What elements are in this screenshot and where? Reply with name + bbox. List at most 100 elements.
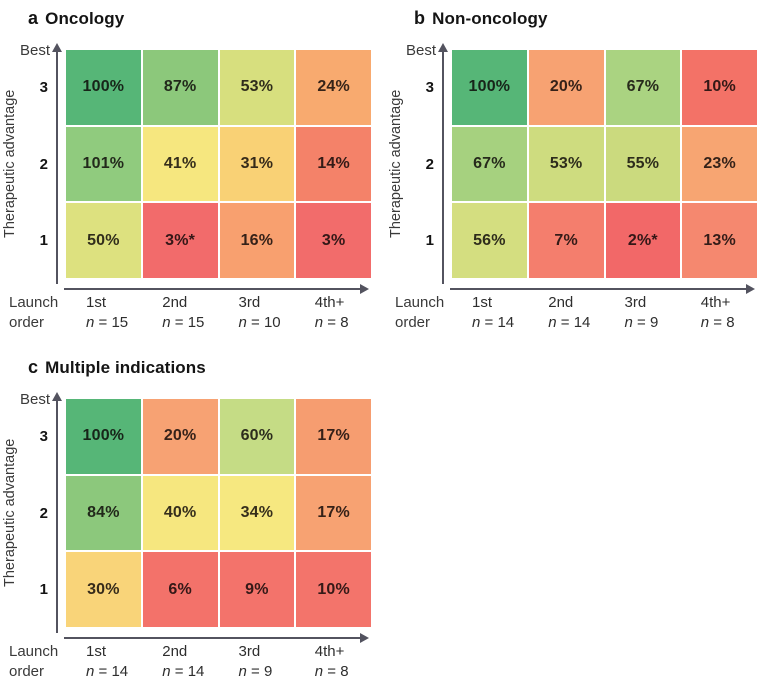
x-tick-n-var: n [238,663,247,680]
x-ticks: 1st n = 14 2nd n = 14 3rd n = 9 4th+ n =… [452,293,757,333]
x-axis-label-line1: Launch [9,643,59,660]
x-axis-label-line1: Launch [9,294,59,311]
panel-letter: a [28,8,39,28]
x-tick-n: n = 8 [701,313,757,333]
x-axis-label: Launch order [9,642,58,682]
x-tick-n-eq: = 10 [246,314,281,331]
heatmap-cell: 9% [219,552,295,627]
x-tick: 4th+ n = 8 [295,642,371,682]
y-axis-line [442,51,444,284]
x-tick-n: n = 8 [315,662,371,682]
x-tick-n-var: n [162,663,171,680]
heatmap-cell: 55% [605,126,681,202]
heatmap-cell: 3% [296,203,371,278]
x-tick-n: n = 15 [86,313,142,333]
x-tick-n: n = 9 [239,662,295,682]
heatmap-cell: 100% [66,399,141,474]
heatmap-cell: 17% [296,399,371,474]
y-axis-line [56,51,58,284]
x-tick: 3rd n = 9 [605,293,681,333]
x-tick-n-var: n [314,314,324,331]
heatmap-cell: 3%* [142,203,218,278]
y-axis-line [56,400,58,633]
heatmap-cell: 53% [219,50,295,125]
heatmap-cell: 30% [66,552,141,627]
heatmap-cell: 2%* [605,203,681,278]
x-tick-n: n = 14 [86,662,142,682]
x-tick: 2nd n = 15 [142,293,218,333]
x-tick-n-eq: = 14 [170,663,205,680]
heatmap-cell: 10% [682,50,757,125]
x-tick-n: n = 15 [162,313,218,333]
y-axis-arrowhead-icon [52,392,62,401]
heatmap-cell: 100% [452,50,527,125]
x-tick-rank: 4th+ [700,294,731,311]
panel-title-text: Multiple indications [45,358,206,377]
y-tick: 2 [425,155,434,173]
panel-title: b Non-oncology [414,8,548,29]
x-axis-line [64,288,360,290]
x-tick-n: n = 9 [625,313,681,333]
x-tick: 4th+ n = 8 [295,293,371,333]
x-tick-n-eq: = 15 [170,314,205,331]
x-tick: 1st n = 14 [452,293,528,333]
y-axis-label: Therapeutic advantage [2,438,18,588]
x-tick-n: n = 8 [315,313,371,333]
panel-letter: c [28,357,39,377]
heatmap-cell: 20% [528,50,604,125]
x-tick-n-var: n [472,314,481,331]
x-tick-rank: 1st [86,643,107,660]
heatmap-cell: 14% [296,126,371,202]
x-tick-rank: 3rd [624,294,647,311]
x-tick-n-eq: = 15 [94,314,129,331]
x-tick-n-eq: = 9 [632,314,659,331]
panel-multiple-indications: c Multiple indications Best Therapeutic a… [0,349,383,687]
y-tick: 1 [425,232,434,250]
x-axis-label: Launch order [395,293,444,333]
x-tick-rank: 2nd [162,643,188,660]
y-axis-label: Therapeutic advantage [2,89,18,239]
heatmap-cell: 67% [605,50,681,125]
x-tick: 1st n = 15 [66,293,142,333]
y-tick: 2 [39,155,48,173]
x-axis-arrowhead-icon [746,284,755,294]
x-tick-n-eq: = 8 [709,314,735,331]
panel-letter: b [414,8,426,28]
y-tick: 1 [39,581,48,599]
x-tick-n: n = 14 [472,313,528,333]
heatmap-cell: 6% [142,552,218,627]
x-tick-n: n = 14 [162,662,218,682]
heatmap-cell: 40% [142,475,218,551]
x-tick-rank: 1st [86,294,107,311]
heatmap-cell: 87% [142,50,218,125]
heatmap-cell: 7% [528,203,604,278]
x-tick-n-eq: = 9 [246,663,273,680]
x-tick-rank: 3rd [238,294,261,311]
panel-non-oncology: b Non-oncology Best Therapeutic advantage… [386,0,767,338]
x-tick-n-var: n [238,314,247,331]
x-axis-label-line2: order [9,314,45,331]
heatmap-cell: 56% [452,203,527,278]
y-ticks: 3 2 1 [26,50,48,278]
y-tick: 3 [39,427,48,445]
x-tick: 4th+ n = 8 [681,293,757,333]
x-tick-rank: 1st [472,294,493,311]
x-tick: 2nd n = 14 [528,293,604,333]
panel-oncology: a Oncology Best Therapeutic advantage 3 2… [0,0,383,338]
heatmap-cell: 34% [219,475,295,551]
x-tick-n-eq: = 14 [94,663,129,680]
x-axis-arrowhead-icon [360,284,369,294]
x-tick-n-eq: = 8 [323,314,349,331]
panel-title-text: Oncology [45,9,125,28]
panel-title-text: Non-oncology [432,9,548,28]
y-ticks: 3 2 1 [412,50,434,278]
x-ticks: 1st n = 14 2nd n = 14 3rd n = 9 4th+ n =… [66,642,371,682]
x-tick: 3rd n = 10 [219,293,295,333]
y-axis-label: Therapeutic advantage [388,89,404,239]
x-axis-line [64,637,360,639]
heatmap-cell: 67% [452,126,527,202]
x-tick-n-var: n [314,663,324,680]
x-tick-n-var: n [86,663,95,680]
heatmap-cell: 100% [66,50,141,125]
